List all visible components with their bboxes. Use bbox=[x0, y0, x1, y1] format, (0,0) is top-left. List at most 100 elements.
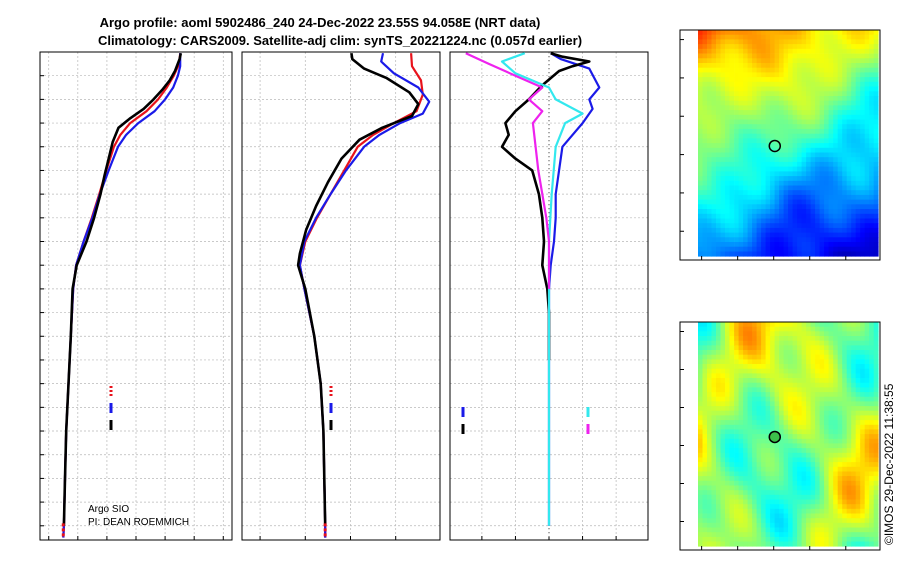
map-cell bbox=[738, 232, 744, 238]
map-cell bbox=[855, 63, 861, 69]
map-cell bbox=[707, 157, 712, 163]
map-cell bbox=[824, 452, 829, 458]
map-cell bbox=[792, 53, 798, 59]
map-cell bbox=[864, 387, 870, 393]
map-cell bbox=[752, 368, 757, 374]
map-cell bbox=[729, 34, 735, 40]
map-cell bbox=[851, 350, 857, 356]
map-cell bbox=[770, 30, 775, 36]
map-cell bbox=[702, 194, 708, 200]
map-cell bbox=[756, 190, 762, 196]
map-cell bbox=[725, 223, 730, 229]
map-cell bbox=[797, 81, 802, 87]
map-cell bbox=[738, 466, 744, 472]
map-cell bbox=[828, 424, 834, 430]
map-cell bbox=[864, 508, 870, 514]
map-cell bbox=[774, 58, 780, 64]
map-cell bbox=[765, 536, 771, 542]
map-cell bbox=[833, 518, 839, 524]
map-cell bbox=[801, 63, 807, 69]
map-cell bbox=[842, 462, 848, 468]
map-cell bbox=[792, 143, 798, 149]
map-cell bbox=[711, 340, 717, 346]
map-cell bbox=[716, 434, 721, 440]
map-cell bbox=[797, 420, 802, 426]
map-cell bbox=[770, 190, 775, 196]
map-cell bbox=[747, 452, 753, 458]
map-cell bbox=[860, 354, 866, 360]
map-cell bbox=[801, 138, 807, 144]
map-cell bbox=[819, 91, 825, 97]
map-cell bbox=[752, 119, 757, 125]
map-cell bbox=[828, 246, 834, 252]
map-cell bbox=[770, 490, 775, 496]
map-cell bbox=[779, 476, 784, 482]
map-cell bbox=[747, 199, 753, 205]
map-cell bbox=[837, 359, 843, 365]
map-cell bbox=[833, 48, 839, 54]
map-cell bbox=[824, 77, 829, 83]
map-cell bbox=[873, 77, 879, 83]
map-cell bbox=[833, 91, 839, 97]
map-cell bbox=[707, 532, 712, 538]
map-cell bbox=[734, 457, 739, 463]
map-cell bbox=[792, 91, 798, 97]
map-cell bbox=[716, 382, 721, 388]
map-cell bbox=[860, 34, 866, 40]
map-cell bbox=[770, 246, 775, 252]
map-cell bbox=[869, 44, 875, 50]
map-cell bbox=[846, 119, 852, 125]
map-cell bbox=[819, 53, 825, 59]
map-cell bbox=[819, 322, 825, 328]
map-cell bbox=[824, 382, 829, 388]
map-cell bbox=[797, 518, 802, 524]
map-cell bbox=[716, 251, 721, 257]
map-cell bbox=[702, 513, 708, 519]
map-cell bbox=[761, 476, 766, 482]
map-cell bbox=[869, 138, 875, 144]
map-cell bbox=[860, 513, 866, 519]
map-cell bbox=[801, 105, 807, 111]
map-cell bbox=[792, 251, 798, 257]
map-cell bbox=[756, 354, 762, 360]
map-cell bbox=[765, 410, 771, 416]
map-cell bbox=[743, 350, 748, 356]
map-cell bbox=[873, 44, 879, 50]
map-cell bbox=[765, 100, 771, 106]
map-cell bbox=[797, 44, 802, 50]
map-cell bbox=[779, 354, 784, 360]
map-cell bbox=[702, 401, 708, 407]
map-cell bbox=[725, 161, 730, 167]
map-cell bbox=[864, 438, 870, 444]
map-cell bbox=[756, 237, 762, 243]
map-cell bbox=[774, 96, 780, 102]
map-cell bbox=[725, 434, 730, 440]
map-cell bbox=[734, 86, 739, 92]
map-cell bbox=[806, 443, 811, 449]
map-cell bbox=[869, 119, 875, 125]
map-cell bbox=[864, 331, 870, 337]
map-cell bbox=[743, 185, 748, 191]
map-cell bbox=[779, 434, 784, 440]
map-cell bbox=[783, 410, 789, 416]
map-cell bbox=[698, 410, 703, 416]
map-cell bbox=[824, 209, 829, 215]
map-cell bbox=[752, 476, 757, 482]
map-cell bbox=[774, 415, 780, 421]
map-cell bbox=[716, 494, 721, 500]
map-cell bbox=[765, 340, 771, 346]
map-cell bbox=[819, 67, 825, 73]
map-cell bbox=[851, 438, 857, 444]
map-cell bbox=[842, 522, 848, 528]
map-cell bbox=[837, 143, 843, 149]
map-cell bbox=[770, 72, 775, 78]
map-cell bbox=[846, 44, 852, 50]
map-cell bbox=[860, 114, 866, 120]
map-cell bbox=[707, 63, 712, 69]
map-cell bbox=[846, 63, 852, 69]
map-cell bbox=[738, 522, 744, 528]
map-cell bbox=[707, 387, 712, 393]
map-cell bbox=[873, 171, 879, 177]
map-cell bbox=[720, 499, 726, 505]
map-cell bbox=[864, 223, 870, 229]
